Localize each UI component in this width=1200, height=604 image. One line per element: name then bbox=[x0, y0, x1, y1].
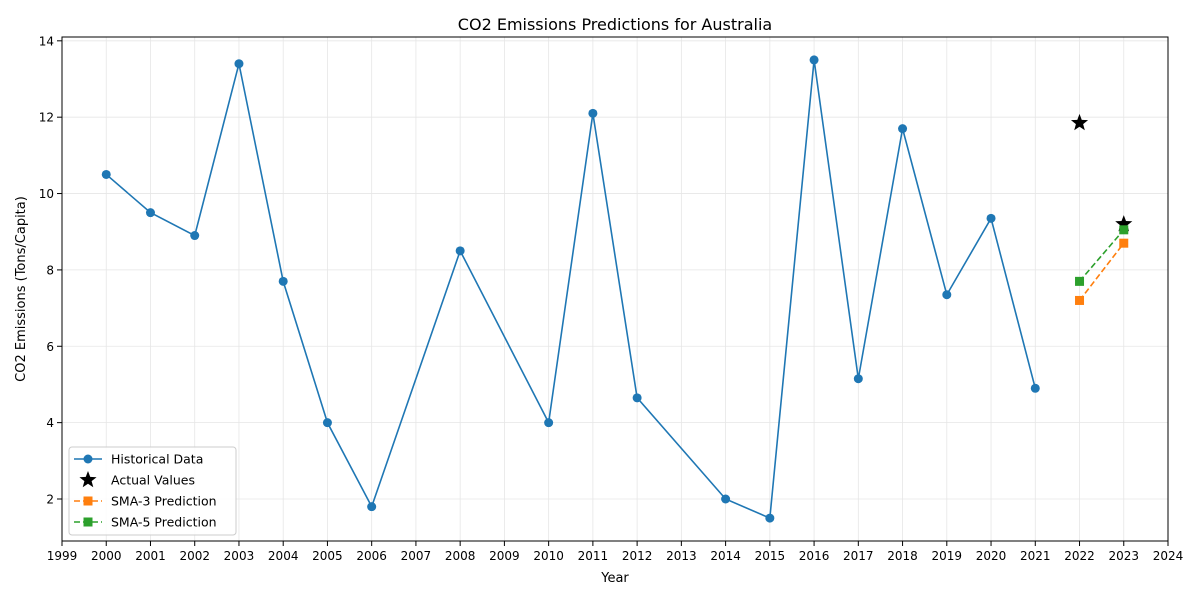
legend-marker bbox=[83, 496, 93, 506]
x-tick-label: 2006 bbox=[356, 549, 387, 563]
historical-data-point bbox=[588, 108, 598, 118]
legend-marker bbox=[83, 517, 93, 527]
x-tick-label: 2021 bbox=[1020, 549, 1051, 563]
x-tick-label: 2000 bbox=[91, 549, 122, 563]
y-tick-label: 10 bbox=[39, 187, 54, 201]
y-tick-label: 4 bbox=[46, 416, 54, 430]
x-tick-label: 1999 bbox=[47, 549, 78, 563]
x-tick-label: 2003 bbox=[224, 549, 255, 563]
x-tick-label: 2020 bbox=[976, 549, 1007, 563]
series-historical-data bbox=[101, 55, 1040, 523]
plot-frame bbox=[61, 36, 1169, 542]
legend: Historical Data Actual Values SMA-3 Predic… bbox=[68, 446, 237, 536]
x-tick-label: 2005 bbox=[312, 549, 343, 563]
axes: 1999 2000 2001 2002 2003 2004 2005 2006 2007 2008… bbox=[39, 34, 1184, 563]
series-sma-3-prediction bbox=[1075, 238, 1129, 305]
x-tick-label: 2013 bbox=[666, 549, 697, 563]
legend-marker bbox=[83, 454, 93, 464]
x-tick-label: 2018 bbox=[887, 549, 918, 563]
x-tick-label: 2012 bbox=[622, 549, 653, 563]
legend-item-sma-3-prediction: SMA-3 Prediction bbox=[74, 494, 217, 509]
legend-label: SMA-5 Prediction bbox=[111, 515, 217, 530]
x-tick-label: 2001 bbox=[135, 549, 166, 563]
x-tick-label: 2024 bbox=[1153, 549, 1184, 563]
historical-data-point bbox=[632, 393, 642, 403]
y-tick-label: 14 bbox=[39, 34, 54, 48]
legend-label: SMA-3 Prediction bbox=[111, 494, 217, 509]
historical-data-point bbox=[145, 208, 155, 218]
x-tick-label: 2023 bbox=[1108, 549, 1139, 563]
actual-values-point bbox=[1115, 215, 1133, 232]
x-tick-label: 2002 bbox=[179, 549, 210, 563]
historical-data-point bbox=[455, 246, 465, 256]
legend-label: Actual Values bbox=[111, 473, 195, 488]
historical-data-point bbox=[322, 418, 332, 428]
historical-data-point bbox=[278, 276, 288, 286]
sma-3-prediction-point bbox=[1119, 238, 1129, 248]
historical-data-point bbox=[1030, 383, 1040, 393]
x-axis-label: Year bbox=[600, 571, 629, 586]
x-tick-label: 2014 bbox=[710, 549, 741, 563]
series-sma-5-prediction bbox=[1075, 225, 1129, 286]
historical-data-point bbox=[898, 124, 908, 134]
series-actual-values bbox=[1070, 113, 1133, 232]
historical-data-point bbox=[853, 374, 863, 384]
x-tick-label: 2015 bbox=[755, 549, 786, 563]
y-axis-label: CO2 Emissions (Tons/Capita) bbox=[14, 196, 29, 382]
historical-data-point bbox=[809, 55, 819, 65]
historical-data-point bbox=[367, 502, 377, 512]
sma-3-prediction-line bbox=[1078, 242, 1125, 301]
legend-item-historical-data: Historical Data bbox=[74, 452, 203, 467]
x-tick-label: 2007 bbox=[401, 549, 432, 563]
y-tick-label: 8 bbox=[46, 263, 54, 277]
x-tick-label: 2016 bbox=[799, 549, 830, 563]
legend-item-actual-values: Actual Values bbox=[79, 471, 195, 488]
legend-item-sma-5-prediction: SMA-5 Prediction bbox=[74, 515, 217, 530]
historical-data-point bbox=[101, 169, 111, 179]
historical-data-point bbox=[986, 213, 996, 223]
historical-data-point bbox=[234, 59, 244, 69]
x-tick-label: 2022 bbox=[1064, 549, 1095, 563]
actual-values-point bbox=[1070, 113, 1089, 131]
legend-marker bbox=[79, 471, 97, 488]
x-tick-label: 2008 bbox=[445, 549, 476, 563]
grid bbox=[61, 37, 1169, 541]
y-tick-label: 6 bbox=[46, 340, 54, 354]
sma-5-prediction-point bbox=[1119, 225, 1129, 235]
x-tick-label: 2017 bbox=[843, 549, 874, 563]
series-layer bbox=[101, 55, 1133, 523]
historical-data-point bbox=[765, 513, 775, 523]
historical-data-point bbox=[544, 418, 554, 428]
sma-5-prediction-line bbox=[1078, 229, 1125, 282]
sma-3-prediction-point bbox=[1075, 295, 1085, 305]
legend-label: Historical Data bbox=[111, 452, 203, 467]
x-tick-label: 2009 bbox=[489, 549, 520, 563]
sma-5-prediction-point bbox=[1075, 276, 1085, 286]
x-tick-label: 2011 bbox=[578, 549, 609, 563]
chart-title: CO2 Emissions Predictions for Australia bbox=[458, 15, 772, 34]
historical-data-point bbox=[190, 231, 200, 241]
legend-frame bbox=[68, 446, 237, 536]
y-tick-label: 2 bbox=[46, 493, 54, 507]
x-tick-label: 2010 bbox=[533, 549, 564, 563]
x-tick-label: 2019 bbox=[932, 549, 963, 563]
y-tick-label: 12 bbox=[39, 111, 54, 125]
historical-data-point bbox=[721, 494, 731, 504]
historical-data-point bbox=[942, 290, 952, 300]
x-tick-label: 2004 bbox=[268, 549, 299, 563]
